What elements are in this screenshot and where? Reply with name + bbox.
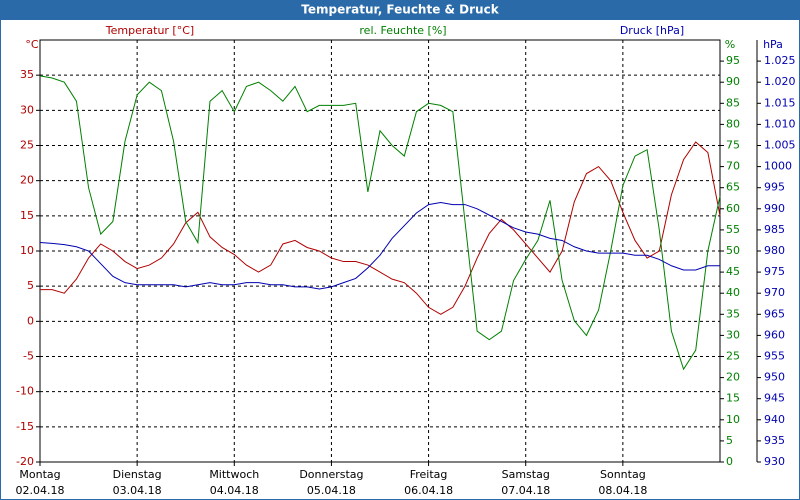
y3-tick-label: 965 — [764, 307, 785, 320]
title-bar — [0, 0, 800, 20]
x-tick-label: Sonntag — [600, 468, 646, 481]
y2-tick-label: 75 — [726, 139, 740, 152]
x-tick-label: Montag — [19, 468, 60, 481]
y3-tick-label: 1.015 — [764, 96, 796, 109]
y2-tick-label: 0 — [726, 455, 733, 468]
y3-tick-label: 970 — [764, 286, 785, 299]
y2-tick-label: 25 — [726, 350, 740, 363]
y2-tick-label: 30 — [726, 328, 740, 341]
y3-tick-label: 980 — [764, 244, 785, 257]
y-tick-label: 5 — [27, 279, 34, 292]
x-tick-label: Mittwoch — [209, 468, 259, 481]
y3-tick-label: 1.010 — [764, 117, 796, 130]
y2-tick-label: 85 — [726, 96, 740, 109]
y-tick-label: 0 — [27, 314, 34, 327]
series-line — [39, 201, 720, 290]
x-tick-label: Donnerstag — [299, 468, 363, 481]
series-line — [40, 141, 721, 315]
y2-tick-label: 10 — [726, 413, 740, 426]
y3-tick-label: 975 — [764, 265, 785, 278]
y2-tick-label: 90 — [726, 75, 740, 88]
series-name: rel. Feuchte [%] — [359, 24, 446, 37]
x-tick-date: 02.04.18 — [16, 484, 65, 497]
y-tick-label: -15 — [16, 420, 34, 433]
y2-tick-label: 95 — [726, 54, 740, 67]
y2-tick-label: 5 — [726, 434, 733, 447]
y2-tick-label: 60 — [726, 202, 740, 215]
y2-tick-label: 45 — [726, 265, 740, 278]
y3-tick-label: 1000 — [764, 160, 792, 173]
y3-tick-label: 950 — [764, 371, 785, 384]
series-name: Temperatur [°C] — [105, 24, 194, 37]
y3-tick-label: 935 — [764, 434, 785, 447]
y-tick-label: -5 — [23, 350, 34, 363]
x-tick-label: Samstag — [502, 468, 550, 481]
y-tick-label: 10 — [20, 244, 34, 257]
x-tick-date: 04.04.18 — [210, 484, 259, 497]
y2-tick-label: 80 — [726, 117, 740, 130]
series-line — [39, 75, 721, 371]
y-tick-label: -20 — [16, 455, 34, 468]
y3-tick-label: 940 — [764, 413, 785, 426]
y2-tick-label: 20 — [726, 371, 740, 384]
y3-tick-label: 955 — [764, 350, 785, 363]
y2-tick-label: 40 — [726, 286, 740, 299]
y3-tick-label: 1.020 — [764, 75, 796, 88]
y2-tick-label: 70 — [726, 160, 740, 173]
y2-tick-label: 65 — [726, 181, 740, 194]
y-tick-label: 35 — [20, 68, 34, 81]
x-tick-date: 07.04.18 — [501, 484, 550, 497]
x-tick-label: Freitag — [410, 468, 448, 481]
y-unit: °C — [25, 38, 39, 51]
y3-tick-label: 960 — [764, 328, 785, 341]
plot-frame — [39, 39, 721, 463]
y-tick-label: 30 — [20, 103, 34, 116]
y3-tick-label: 1.005 — [764, 139, 796, 152]
y-tick-label: 20 — [20, 174, 34, 187]
y-tick-label: -10 — [16, 385, 34, 398]
y3-tick-label: 985 — [764, 223, 785, 236]
y3-tick-label: 930 — [764, 455, 785, 468]
y3-unit: hPa — [763, 38, 783, 51]
y2-unit: % — [725, 38, 735, 51]
x-tick-date: 03.04.18 — [113, 484, 162, 497]
y3-tick-label: 945 — [764, 392, 785, 405]
y-tick-label: 15 — [20, 209, 34, 222]
y3-tick-label: 995 — [764, 181, 785, 194]
y3-tick-label: 990 — [764, 202, 785, 215]
y2-tick-label: 35 — [726, 307, 740, 320]
series-name: Druck [hPa] — [620, 24, 684, 37]
y-tick-label: 25 — [20, 139, 34, 152]
x-tick-label: Dienstag — [113, 468, 162, 481]
x-tick-date: 05.04.18 — [307, 484, 356, 497]
y2-tick-label: 55 — [726, 223, 740, 236]
chart-title: Temperatur, Feuchte & Druck — [301, 3, 499, 17]
y3-tick-label: 1.025 — [764, 54, 796, 67]
x-tick-date: 06.04.18 — [404, 484, 453, 497]
y2-tick-label: 15 — [726, 392, 740, 405]
y2-tick-label: 50 — [726, 244, 740, 257]
x-tick-date: 08.04.18 — [598, 484, 647, 497]
